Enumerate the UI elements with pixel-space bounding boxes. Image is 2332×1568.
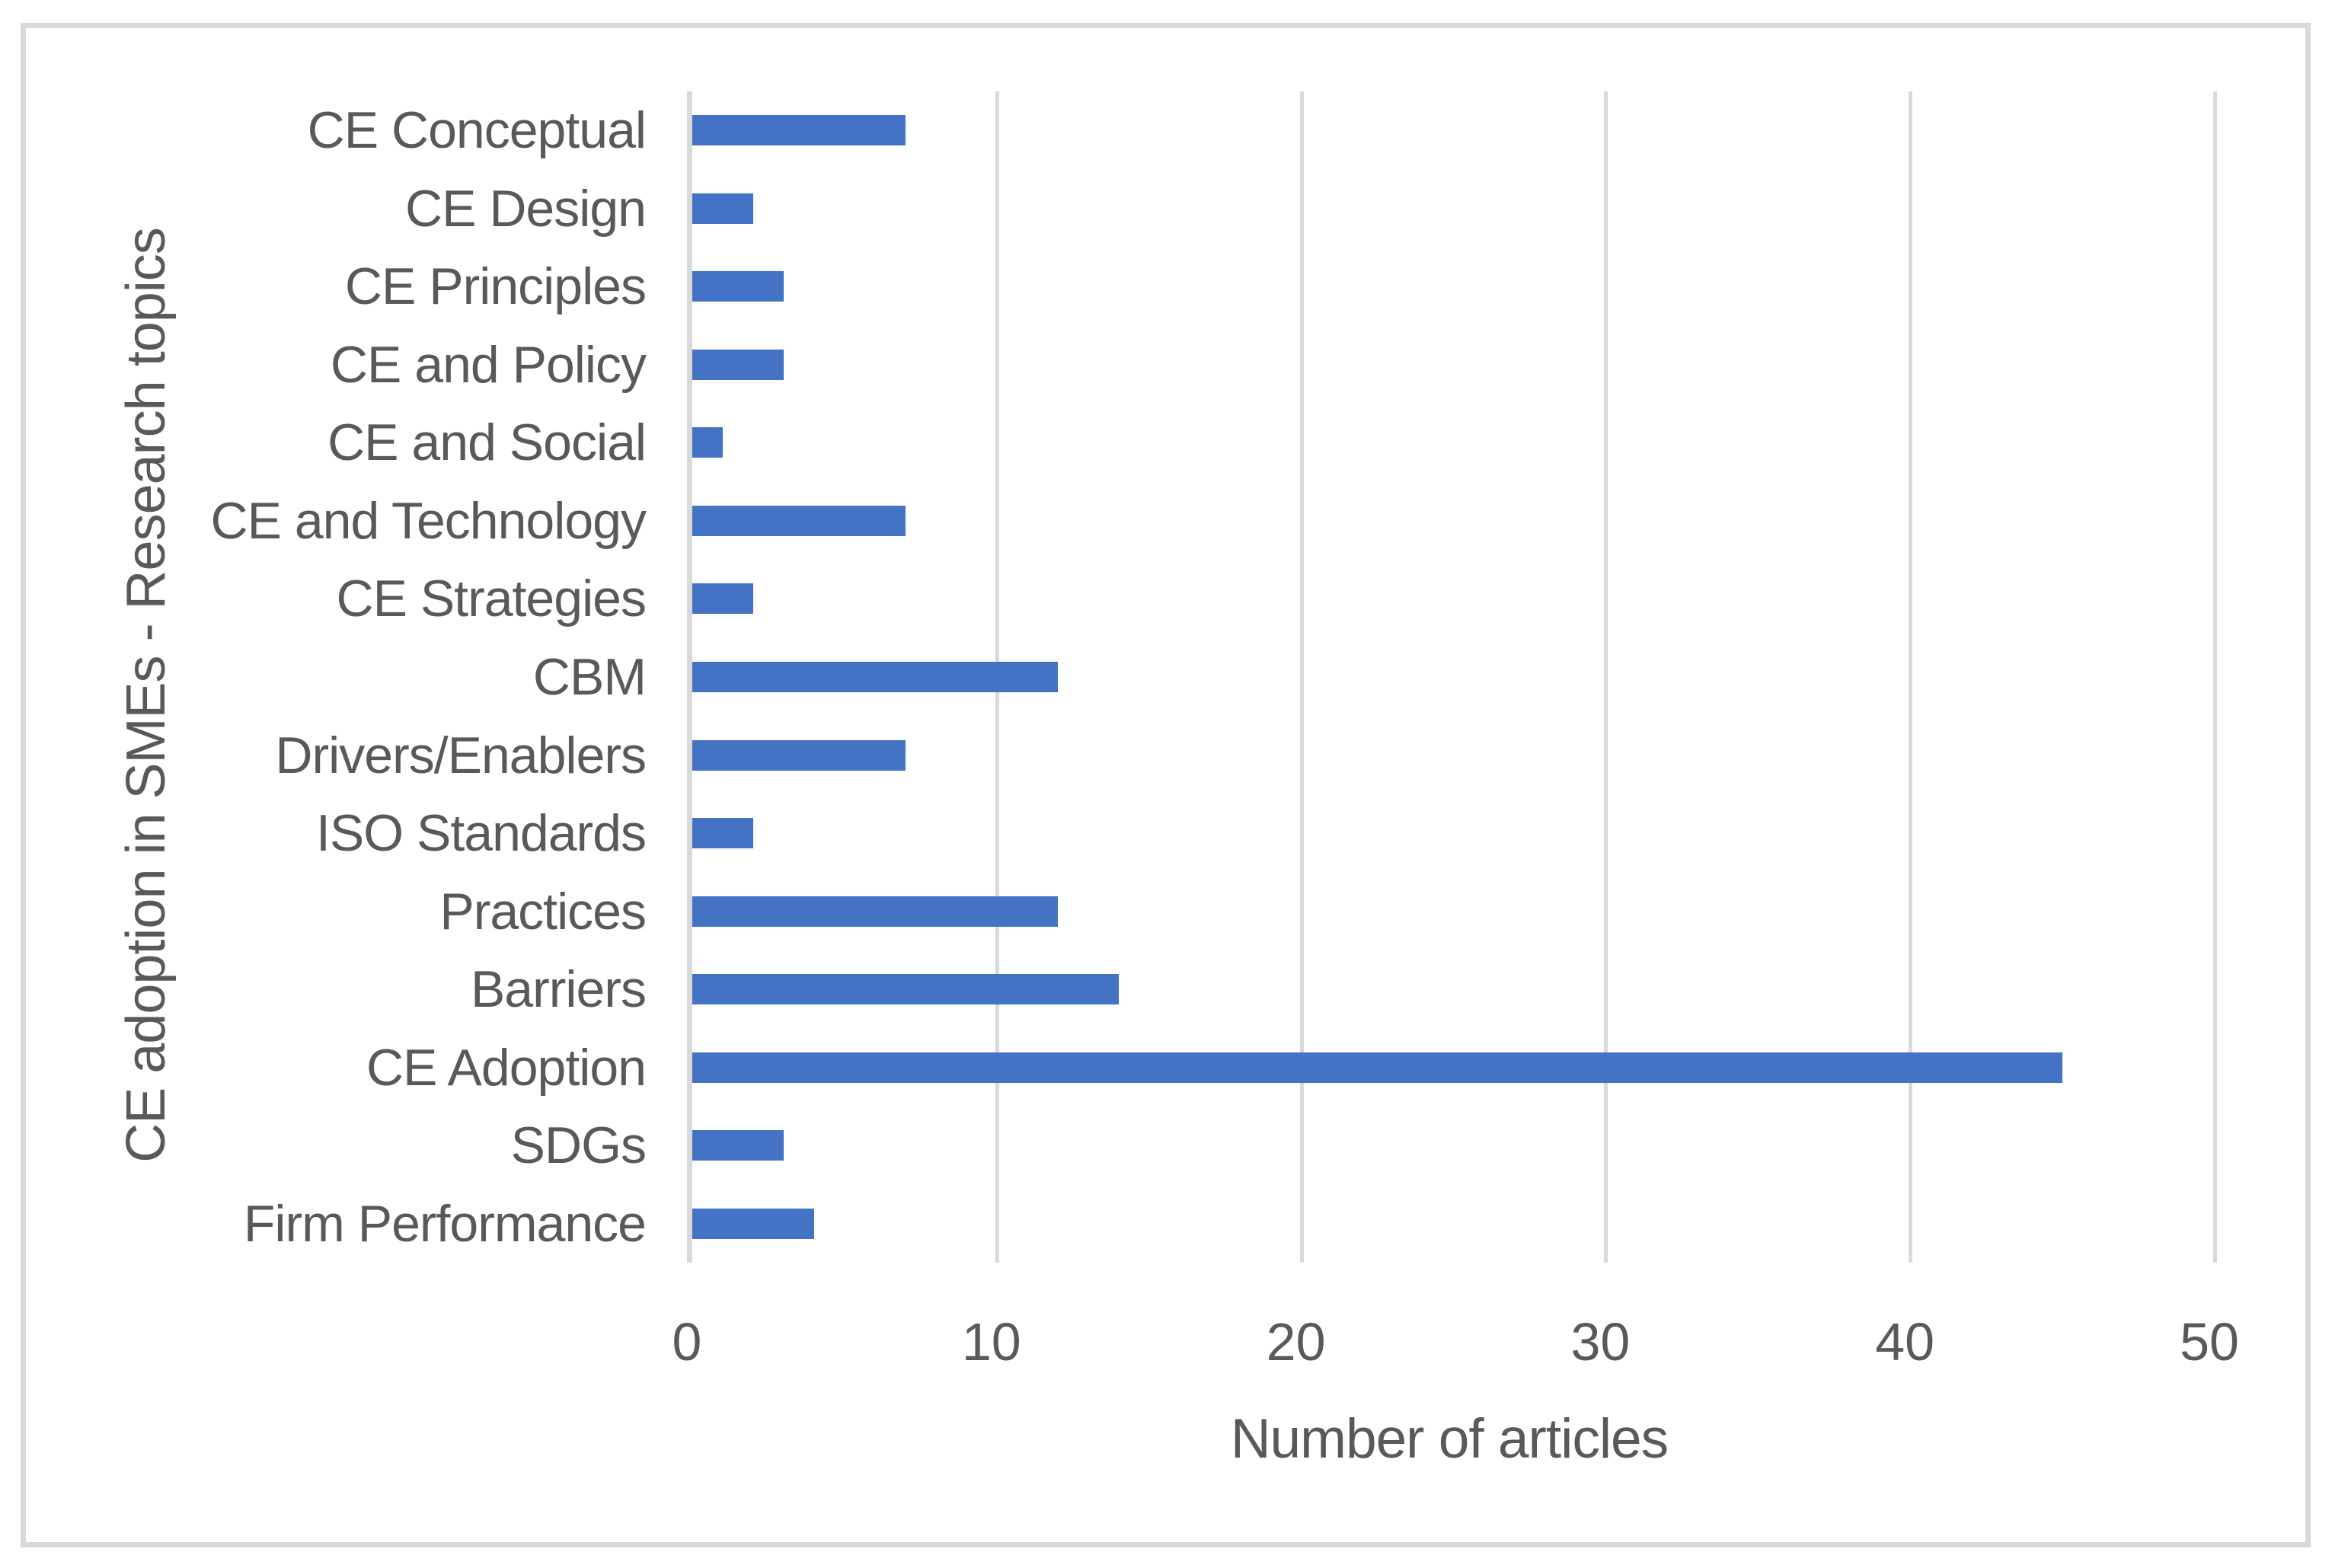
- bar-ce-design: [692, 193, 753, 224]
- bar-row: [692, 482, 2215, 560]
- bar-ce-and-policy: [692, 349, 784, 380]
- bar-row: [692, 716, 2215, 794]
- category-row: SDGs: [0, 1107, 647, 1185]
- category-row: CBM: [0, 638, 647, 717]
- bar-iso-standards: [692, 818, 753, 849]
- category-label: CE Design: [404, 179, 647, 238]
- x-tick-label: 30: [1570, 1312, 1631, 1372]
- bar-ce-adoption: [692, 1052, 2063, 1083]
- category-label: Drivers/Enablers: [275, 726, 647, 784]
- bar-row: [692, 1028, 2215, 1107]
- x-tick-label: 20: [1266, 1312, 1326, 1372]
- category-row: ISO Standards: [0, 794, 647, 873]
- bar-ce-principles: [692, 271, 784, 302]
- category-label: CE Principles: [344, 257, 647, 316]
- category-row: CE Design: [0, 170, 647, 248]
- bar-cbm: [692, 661, 1058, 692]
- x-axis-title: Number of articles: [1230, 1408, 1669, 1470]
- category-label: Practices: [439, 882, 647, 940]
- bar-row: [692, 247, 2215, 326]
- category-label: CE Adoption: [366, 1038, 647, 1097]
- bar-row: [692, 404, 2215, 482]
- category-label: CE and Technology: [210, 491, 647, 550]
- bar-drivers-enablers: [692, 739, 906, 771]
- category-row: Barriers: [0, 950, 647, 1029]
- category-row: CE Strategies: [0, 560, 647, 638]
- x-axis-tick-labels: 0 10 20 30 40 50: [672, 1311, 2239, 1372]
- category-row: Drivers/Enablers: [0, 716, 647, 794]
- bar-series: [692, 91, 2215, 1263]
- category-row: CE and Technology: [0, 482, 647, 560]
- bar-ce-strategies: [692, 583, 753, 615]
- vertical-gridline: [1299, 91, 1304, 1263]
- category-label: CE Conceptual: [307, 101, 647, 160]
- x-tick-label: 50: [2180, 1312, 2239, 1372]
- bar-practices: [692, 896, 1058, 927]
- x-tick-label: 40: [1875, 1312, 1935, 1372]
- vertical-gridline: [1604, 91, 1608, 1263]
- bar-row: [692, 638, 2215, 717]
- category-row: CE Principles: [0, 247, 647, 326]
- category-label: CE and Policy: [330, 335, 647, 394]
- category-label: CBM: [532, 647, 647, 706]
- bar-row: [692, 560, 2215, 638]
- category-label: Firm Performance: [243, 1194, 647, 1253]
- category-label: Barriers: [470, 960, 647, 1019]
- bar-row: [692, 950, 2215, 1029]
- category-label: CE Strategies: [336, 570, 647, 628]
- x-tick-label: 10: [961, 1312, 1021, 1372]
- x-tick-label: 0: [672, 1312, 702, 1372]
- category-row: CE and Social: [0, 404, 647, 482]
- bar-barriers: [692, 974, 1119, 1005]
- category-label: SDGs: [510, 1116, 647, 1175]
- bar-ce-conceptual: [692, 115, 906, 146]
- category-row: CE Adoption: [0, 1028, 647, 1107]
- plot-area: [687, 91, 2217, 1263]
- category-label: CE and Social: [327, 414, 647, 472]
- category-axis-labels: CE Conceptual CE Design CE Principles CE an…: [0, 91, 647, 1263]
- bar-firm-performance: [692, 1208, 814, 1239]
- bar-row: [692, 326, 2215, 404]
- category-label: ISO Standards: [315, 804, 647, 863]
- category-row: Practices: [0, 872, 647, 950]
- vertical-gridline: [1909, 91, 1913, 1263]
- category-row: CE and Policy: [0, 326, 647, 404]
- bar-ce-and-technology: [692, 505, 906, 536]
- category-row: CE Conceptual: [0, 91, 647, 170]
- bar-ce-and-social: [692, 427, 723, 458]
- bar-row: [692, 1107, 2215, 1185]
- vertical-gridline: [2213, 91, 2217, 1263]
- bar-row: [692, 872, 2215, 950]
- category-row: Firm Performance: [0, 1184, 647, 1263]
- bar-row: [692, 1184, 2215, 1263]
- bar-row: [692, 170, 2215, 248]
- bar-row: [692, 91, 2215, 170]
- bar-row: [692, 794, 2215, 873]
- bar-sdgs: [692, 1130, 784, 1161]
